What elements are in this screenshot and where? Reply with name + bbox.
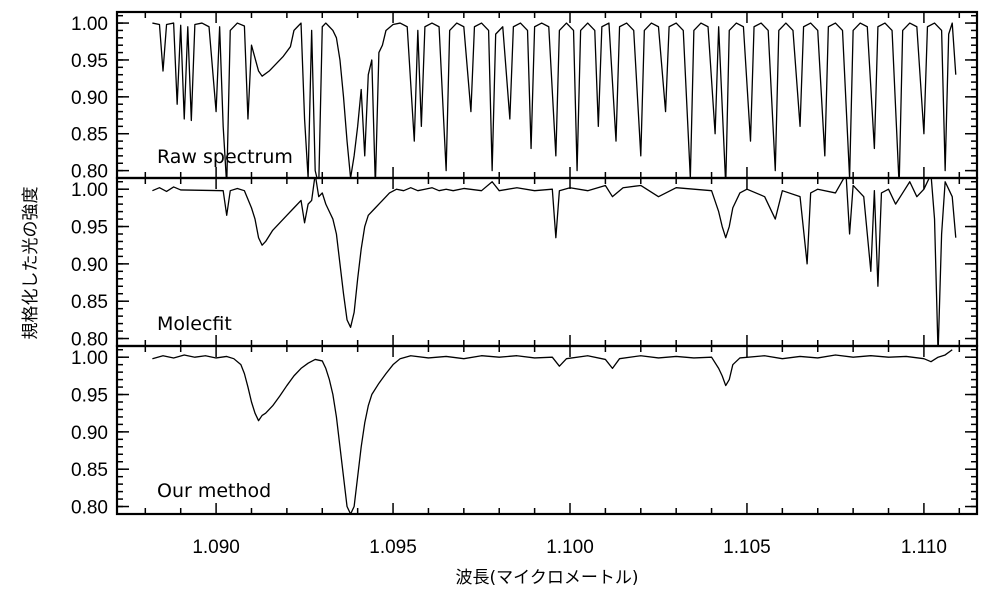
y-tick-label: 0.95 (71, 386, 108, 407)
x-tick-label: 1.110 (901, 537, 947, 558)
panel-label-raw-spectrum: Raw spectrum (157, 146, 293, 168)
ticks-molecfit: 0.80 0.85 0.90 0.95 1.00 (71, 178, 977, 351)
x-tick-label: 1.095 (369, 537, 417, 558)
panel-frame-our-method (115, 344, 979, 516)
plot-area-raw-spectrum (152, 22, 957, 178)
y-tick-label: 0.95 (71, 218, 108, 239)
panel-label-our-method: Our method (157, 480, 271, 502)
plot-area-molecfit (152, 178, 957, 346)
x-tick-label: 1.090 (192, 537, 240, 558)
x-axis-label: 波長(マイクロメートル) (456, 568, 639, 588)
y-tick-label: 1.00 (71, 180, 108, 201)
x-tick-labels: 1.090 1.095 1.100 1.105 1.110 (192, 537, 947, 558)
y-tick-label: 0.85 (71, 125, 108, 146)
plot-area-our-method (152, 349, 953, 514)
y-tick-label: 0.85 (71, 292, 108, 313)
y-tick-label: 0.90 (71, 255, 108, 276)
panel-our-method: 0.80 0.85 0.90 0.95 1.00 Our method (71, 344, 979, 519)
y-axis-label: 規格化した光の強度 (21, 187, 41, 340)
panel-label-molecfit: Molecfit (157, 313, 232, 335)
series-line-panel-0 (152, 22, 957, 178)
x-tick-label: 1.100 (546, 537, 594, 558)
y-tick-label: 0.80 (71, 162, 108, 183)
y-tick-label: 0.80 (71, 498, 108, 519)
y-tick-label: 1.00 (71, 348, 108, 369)
y-tick-label: 0.95 (71, 51, 108, 72)
panel-molecfit: 0.80 0.85 0.90 0.95 1.00 Molecfit (71, 176, 979, 351)
y-tick-label: 1.00 (71, 14, 108, 35)
y-tick-label: 0.85 (71, 460, 108, 481)
y-tick-label: 0.90 (71, 88, 108, 109)
series-line-panel-1 (152, 178, 957, 346)
x-tick-label: 1.105 (723, 537, 771, 558)
series-line-panel-2 (152, 349, 953, 514)
y-tick-label: 0.80 (71, 330, 108, 351)
ticks-raw-spectrum: 0.80 0.85 0.90 0.95 1.00 (71, 12, 977, 183)
y-tick-label: 0.90 (71, 423, 108, 444)
ticks-our-method: 0.80 0.85 0.90 0.95 1.00 (71, 346, 977, 519)
